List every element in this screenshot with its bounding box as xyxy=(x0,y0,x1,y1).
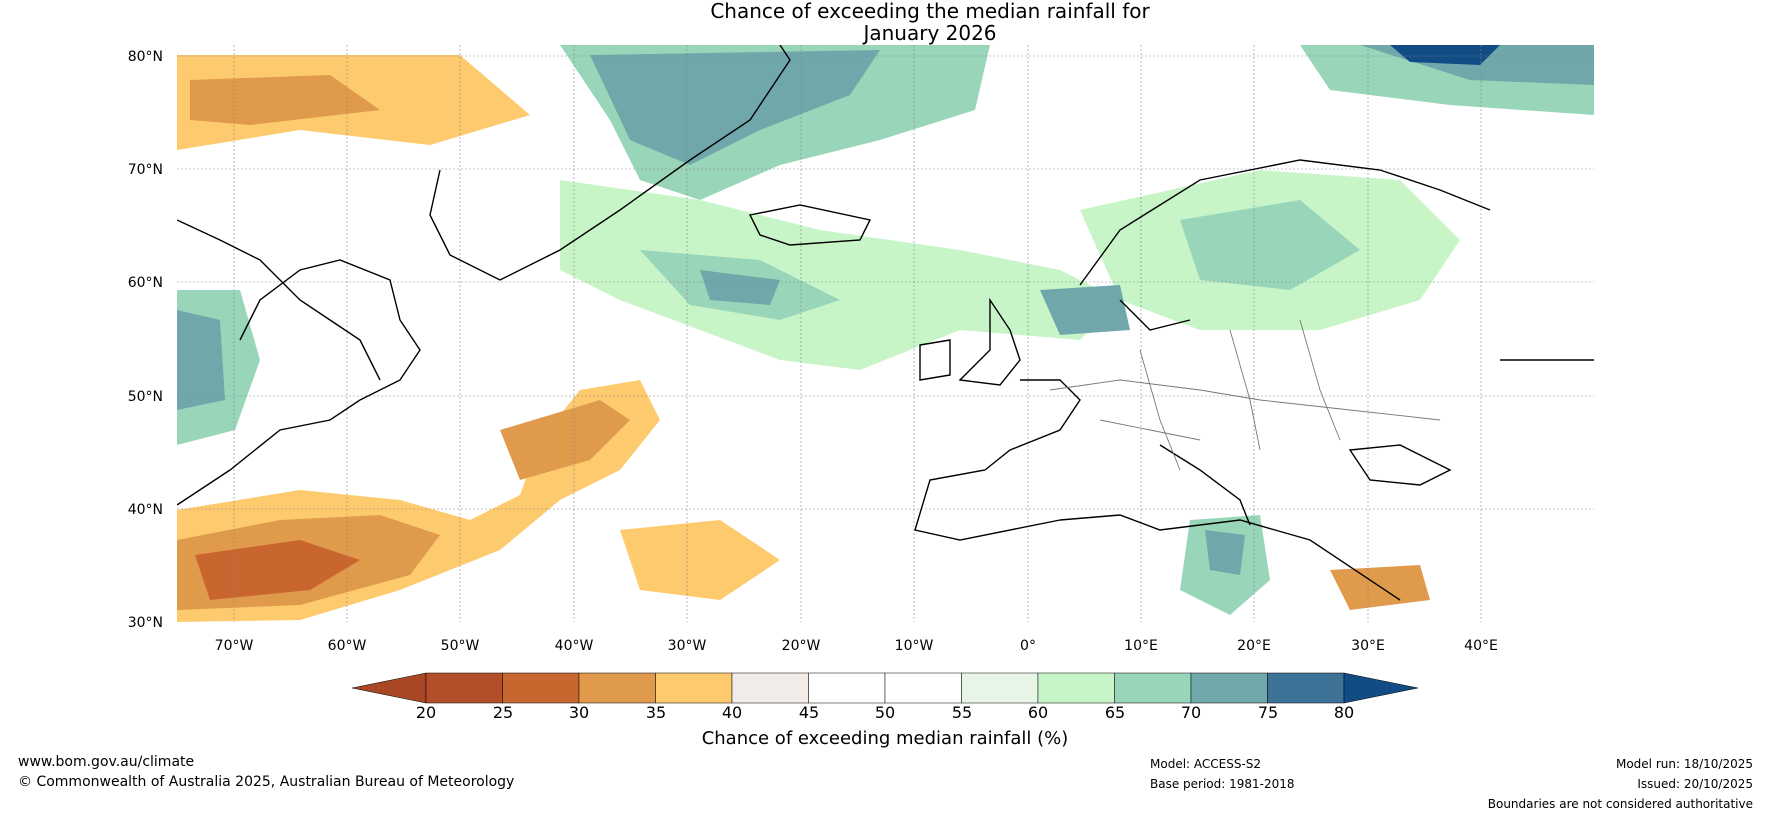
country-borders xyxy=(1049,319,1441,471)
colorbar-segment xyxy=(1037,672,1115,704)
lat-label: 30°N xyxy=(128,615,163,631)
lon-label: 70°W xyxy=(215,638,254,654)
map-panel xyxy=(177,45,1594,622)
colorbar-tick: 35 xyxy=(646,703,666,722)
copyright-text: © Commonwealth of Australia 2025, Austra… xyxy=(18,774,515,790)
disclaimer-text: Boundaries are not considered authoritat… xyxy=(1487,797,1753,811)
lon-label: 40°W xyxy=(555,638,594,654)
colorbar-tick: 50 xyxy=(875,703,895,722)
colorbar-tick: 55 xyxy=(952,703,972,722)
model-text: Model: ACCESS-S2 xyxy=(1150,757,1262,771)
colorbar-segment xyxy=(731,672,809,704)
lon-label: 40°E xyxy=(1464,638,1498,654)
colorbar-segment xyxy=(808,672,886,704)
colorbar-tick: 30 xyxy=(569,703,589,722)
lon-label: 30°W xyxy=(668,638,707,654)
base-period-text: Base period: 1981-2018 xyxy=(1150,777,1295,791)
colorbar-tick: 70 xyxy=(1181,703,1201,722)
colorbar-tick-labels: 20 25 30 35 40 45 50 55 60 65 70 75 80 xyxy=(416,703,1354,722)
lat-label: 70°N xyxy=(128,162,163,178)
colorbar-title: Chance of exceeding median rainfall (%) xyxy=(702,728,1069,749)
rainfall-shading xyxy=(177,45,1594,622)
lon-label: 20°E xyxy=(1237,638,1271,654)
colorbar-segment xyxy=(1114,672,1192,704)
colorbar-tick: 65 xyxy=(1105,703,1125,722)
lon-label: 30°E xyxy=(1351,638,1385,654)
lat-label: 60°N xyxy=(128,275,163,291)
colorbar-segment xyxy=(1190,672,1268,704)
title-line-1: Chance of exceeding the median rainfall … xyxy=(710,0,1150,23)
colorbar-segment xyxy=(655,672,733,704)
colorbar-tick: 25 xyxy=(493,703,513,722)
colorbar-tick: 80 xyxy=(1334,703,1354,722)
colorbar xyxy=(351,672,1419,704)
lon-label: 10°W xyxy=(895,638,934,654)
lon-label: 50°W xyxy=(441,638,480,654)
colorbar-tick: 45 xyxy=(799,703,819,722)
colorbar-segment xyxy=(961,672,1039,704)
lon-label: 20°W xyxy=(782,638,821,654)
colorbar-extend-low xyxy=(351,672,427,704)
coastlines xyxy=(177,45,1594,601)
lat-label: 40°N xyxy=(128,502,163,518)
colorbar-segment xyxy=(1267,672,1345,704)
colorbar-segment xyxy=(884,672,962,704)
colorbar-tick: 60 xyxy=(1028,703,1048,722)
lon-label: 60°W xyxy=(328,638,367,654)
colorbar-segment xyxy=(502,672,580,704)
title-line-2: January 2026 xyxy=(863,21,997,45)
lon-label: 10°E xyxy=(1124,638,1158,654)
graticule xyxy=(177,45,1594,622)
lon-label: 0° xyxy=(1020,638,1036,654)
map-title: Chance of exceeding the median rainfall … xyxy=(0,0,1770,44)
longitude-labels: 70°W 60°W 50°W 40°W 30°W 20°W 10°W 0° 10… xyxy=(215,638,1498,654)
lat-label: 50°N xyxy=(128,389,163,405)
colorbar-segment xyxy=(425,672,503,704)
latitude-labels: 80°N 70°N 60°N 50°N 40°N 30°N xyxy=(128,49,163,631)
model-run-text: Model run: 18/10/2025 xyxy=(1615,757,1753,771)
colorbar-extend-high xyxy=(1343,672,1419,704)
website-text: www.bom.gov.au/climate xyxy=(18,754,195,770)
issued-text: Issued: 20/10/2025 xyxy=(1637,777,1753,791)
colorbar-tick: 20 xyxy=(416,703,436,722)
colorbar-tick: 40 xyxy=(722,703,742,722)
lat-label: 80°N xyxy=(128,49,163,65)
colorbar-segment xyxy=(578,672,656,704)
colorbar-tick: 75 xyxy=(1258,703,1278,722)
